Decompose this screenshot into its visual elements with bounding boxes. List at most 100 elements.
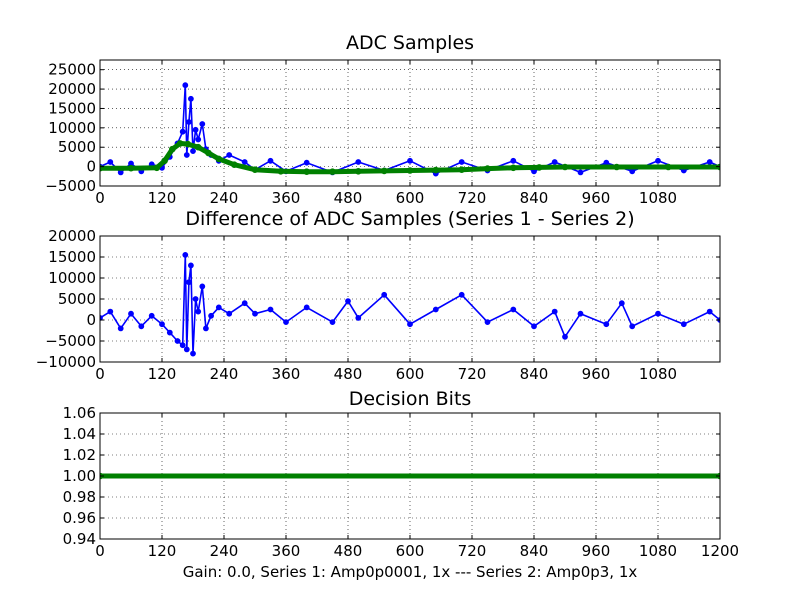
x-tick-label: 720 xyxy=(458,189,487,207)
x-tick-label: 720 xyxy=(458,365,487,383)
x-tick-label: 600 xyxy=(396,542,425,560)
y-tick-label: 0.94 xyxy=(63,530,96,548)
series-2-point xyxy=(161,157,168,165)
series-2-point xyxy=(406,167,414,174)
x-tick-label: 240 xyxy=(210,189,239,207)
x-tick-label: 960 xyxy=(582,542,611,560)
series-1-point xyxy=(458,291,465,298)
series-1-point xyxy=(562,333,568,340)
series-1-point xyxy=(355,159,362,165)
y-tick-label: −10000 xyxy=(36,353,96,371)
series-1-point xyxy=(484,319,491,326)
series-1-point xyxy=(183,346,190,353)
y-tick-label: 5000 xyxy=(58,290,96,308)
series-2-point xyxy=(613,163,621,171)
x-tick-label: 480 xyxy=(334,189,363,207)
series-1-point xyxy=(706,159,713,165)
figure-xlabel: Gain: 0.0, Series 1: Amp0p0001, 1x --- S… xyxy=(183,563,638,581)
y-tick-label: 10000 xyxy=(48,119,96,137)
series-1-point xyxy=(208,312,215,319)
series-1-point xyxy=(283,319,289,326)
x-tick-label: 360 xyxy=(272,542,301,560)
x-tick-label: 840 xyxy=(520,189,549,207)
series-1-point xyxy=(174,338,181,344)
series-1-point xyxy=(267,306,274,313)
x-tick-label: 960 xyxy=(582,189,611,207)
series-1-point xyxy=(186,279,192,286)
series-1-point xyxy=(618,300,625,307)
x-tick-label: 120 xyxy=(148,189,177,207)
series-2-point xyxy=(458,166,466,173)
x-tick-label: 480 xyxy=(334,365,363,383)
x-tick-label: 240 xyxy=(210,542,239,560)
series-1-point xyxy=(148,312,155,319)
x-tick-label: 840 xyxy=(520,365,549,383)
y-tick-label: 0.96 xyxy=(63,509,96,527)
series-2-point xyxy=(176,140,184,147)
x-tick-label: 720 xyxy=(458,542,487,560)
series-1-point xyxy=(629,323,636,330)
decision-bits-panel: Decision Bits 0 120 240 360 480 600 720 840 960 1… xyxy=(63,388,740,560)
series-1-point xyxy=(117,169,124,176)
series-1-point xyxy=(166,329,173,336)
x-tick-label: 480 xyxy=(334,542,363,560)
plot-area xyxy=(100,82,720,177)
series-2-point xyxy=(205,149,212,157)
series-1-point xyxy=(629,168,636,175)
adc-samples-title: ADC Samples xyxy=(346,32,474,54)
plot-area xyxy=(100,472,720,480)
series-1-point xyxy=(226,152,233,158)
series-2-point xyxy=(561,163,569,171)
series-1-point xyxy=(183,152,190,158)
x-tick-label: 840 xyxy=(520,542,549,560)
series-2-point xyxy=(329,168,336,175)
x-tick-label: 360 xyxy=(272,189,301,207)
series-2-point xyxy=(184,140,192,148)
series-2-point xyxy=(169,145,176,153)
series-2-point xyxy=(277,168,285,175)
series-2-point xyxy=(231,161,238,168)
series-1-point xyxy=(680,321,687,328)
y-tick-label: 15000 xyxy=(48,99,96,117)
series-1-point xyxy=(241,159,248,165)
series-1-point xyxy=(182,82,189,89)
difference-panel: Difference of ADC Samples (Series 1 - Se… xyxy=(36,208,721,383)
series-1-point xyxy=(267,157,274,164)
series-1-point xyxy=(603,159,610,166)
series-1-point xyxy=(117,325,124,332)
series-1-point xyxy=(188,262,194,269)
series-2-point xyxy=(535,164,543,171)
series-1-point xyxy=(510,306,517,313)
series-1-point xyxy=(458,159,465,165)
series-1-point xyxy=(355,315,362,321)
series-1-point xyxy=(531,323,537,330)
series-1-point xyxy=(215,304,222,311)
series-2-point xyxy=(153,164,161,172)
y-tick-label: −5000 xyxy=(45,332,96,350)
y-tick-label: 0 xyxy=(86,311,96,329)
series-1-point xyxy=(252,310,258,317)
series-2-point xyxy=(127,164,135,172)
x-tick-label: 1080 xyxy=(639,365,677,383)
y-tick-label: 1.00 xyxy=(63,467,96,485)
series-2-point xyxy=(194,143,202,151)
x-tick-label: 120 xyxy=(148,542,177,560)
series-1-point xyxy=(159,321,165,328)
x-tick-label: 0 xyxy=(95,542,105,560)
series-1-point xyxy=(241,300,248,307)
series-1-point xyxy=(107,308,114,315)
x-tick-label: 1200 xyxy=(701,542,739,560)
series-1-point xyxy=(226,310,233,317)
y-tick-label: 0.98 xyxy=(63,488,96,506)
y-tick-label: 1.02 xyxy=(63,446,96,464)
series-1-point xyxy=(128,310,134,317)
series-1-point xyxy=(190,350,196,357)
series-1-point xyxy=(186,119,192,125)
y-tick-label: 20000 xyxy=(48,227,96,245)
series-1-point xyxy=(199,283,206,290)
series-2-point xyxy=(432,166,440,174)
series-1-point xyxy=(551,159,558,165)
series-1-point xyxy=(577,169,584,176)
decision-bits-title: Decision Bits xyxy=(349,388,472,410)
y-tick-label: 25000 xyxy=(48,61,96,79)
